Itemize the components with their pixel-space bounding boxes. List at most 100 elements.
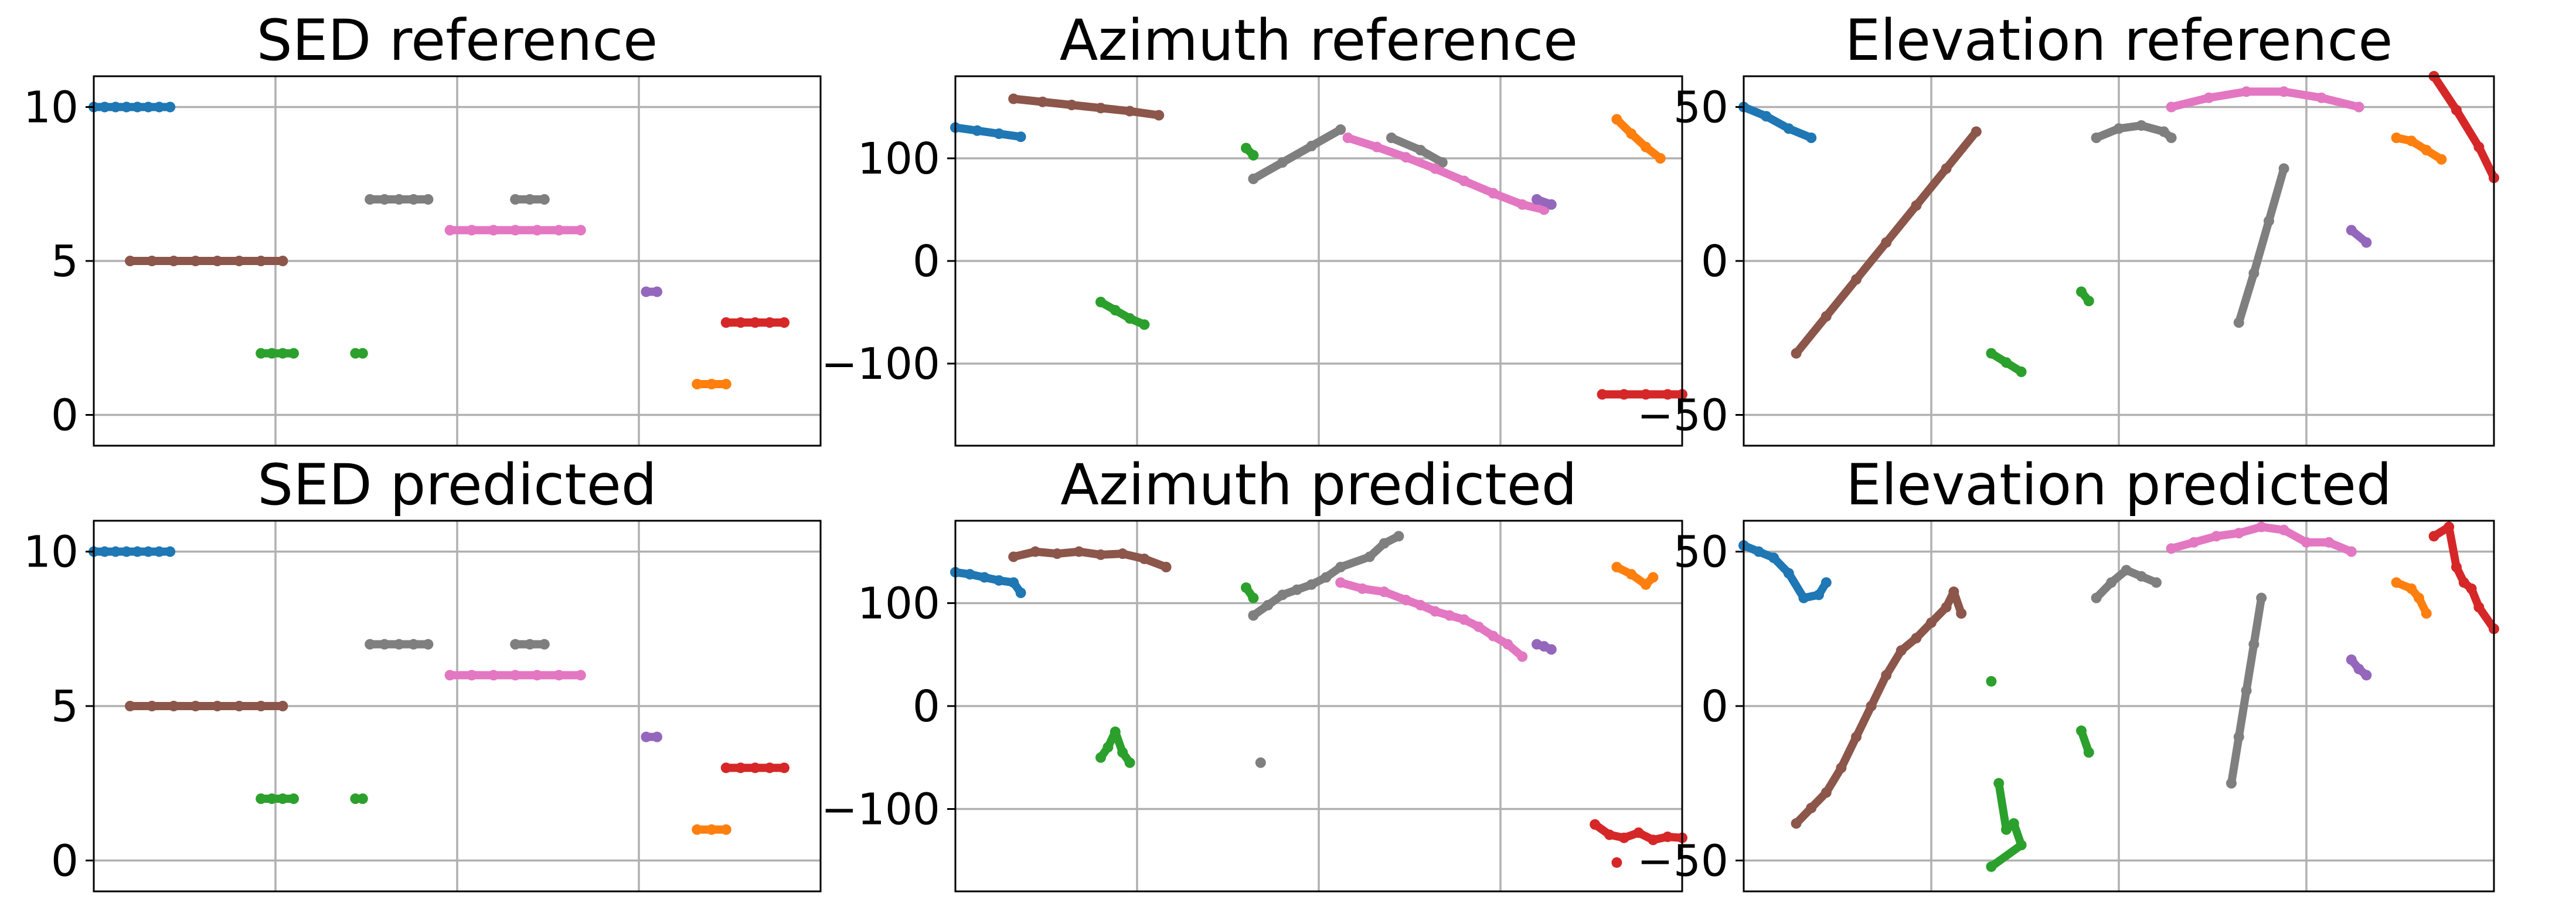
series-segment bbox=[2242, 640, 2258, 695]
data-point bbox=[1611, 857, 1622, 868]
series-segment bbox=[1067, 101, 1105, 113]
series-segment bbox=[995, 130, 1025, 141]
series-green bbox=[1095, 582, 1259, 768]
series-pink bbox=[2166, 521, 2357, 557]
series-segment bbox=[2452, 106, 2483, 151]
series-brown bbox=[1008, 546, 1172, 572]
series-segment bbox=[1942, 127, 1981, 173]
series-segment bbox=[2445, 523, 2461, 571]
series-segment bbox=[1852, 238, 1891, 284]
chart-panel-4: 0 5 10 SED predicted bbox=[23, 452, 822, 893]
series-segment bbox=[2475, 143, 2498, 182]
series-segment bbox=[1140, 554, 1170, 571]
series-segment bbox=[1949, 588, 1966, 618]
series-gray bbox=[365, 639, 550, 650]
series-segment bbox=[1387, 134, 1425, 154]
series-segment bbox=[2325, 538, 2356, 556]
series-segment bbox=[1784, 124, 1816, 142]
series-segment bbox=[1540, 642, 1556, 654]
series-green bbox=[1095, 143, 1259, 330]
series-segment bbox=[2159, 127, 2176, 142]
series-brown bbox=[1008, 93, 1165, 121]
series-segment bbox=[1995, 779, 2010, 834]
series-segment bbox=[1822, 275, 1860, 321]
data-point bbox=[1986, 676, 1997, 687]
series-segment bbox=[2002, 358, 2026, 376]
series-segment bbox=[1867, 671, 1891, 710]
series-segment bbox=[2279, 525, 2310, 547]
series-segment bbox=[1097, 104, 1134, 116]
series-red bbox=[2428, 521, 2499, 635]
series-orange bbox=[1611, 562, 1659, 590]
chart-panel-3: −50 0 50 Elevation reference bbox=[1637, 8, 2499, 447]
series-segment bbox=[1762, 112, 1793, 133]
series-pink bbox=[444, 225, 586, 236]
series-purple bbox=[641, 731, 662, 742]
series-blue bbox=[1738, 101, 1817, 143]
series-segment bbox=[2347, 226, 2371, 247]
series-segment bbox=[1792, 312, 1830, 358]
series-brown bbox=[1791, 586, 1967, 829]
series-green bbox=[256, 793, 368, 804]
series-segment bbox=[1249, 158, 1287, 183]
series-segment bbox=[1518, 200, 1549, 214]
series-purple bbox=[641, 286, 662, 297]
series-pink bbox=[1342, 133, 1550, 215]
series-segment bbox=[2422, 146, 2446, 164]
series-segment bbox=[1489, 189, 1527, 209]
chart-panel-5: −100 0 100 Azimuth predicted bbox=[821, 452, 1687, 893]
chart-title: Elevation reference bbox=[1845, 8, 2393, 73]
y-tick-label: 5 bbox=[51, 681, 79, 732]
series-segment bbox=[1642, 143, 1665, 162]
series-purple bbox=[1532, 194, 1557, 210]
series-purple bbox=[2346, 225, 2372, 248]
series-pink bbox=[1335, 577, 1528, 662]
series-segment bbox=[1852, 702, 1876, 741]
series-segment bbox=[1380, 532, 1403, 548]
y-tick-label: 5 bbox=[51, 236, 79, 287]
series-segment bbox=[2250, 593, 2266, 649]
series-red bbox=[1590, 819, 1687, 868]
series-green bbox=[256, 348, 368, 359]
chart-panel-2: −100 0 100 Azimuth reference bbox=[821, 8, 1687, 447]
series-orange bbox=[2391, 133, 2447, 165]
series-segment bbox=[1663, 832, 1686, 842]
series-segment bbox=[2234, 269, 2258, 327]
y-tick-label: 10 bbox=[23, 83, 79, 133]
series-segment bbox=[1784, 569, 1808, 602]
series-gray bbox=[2091, 565, 2267, 789]
y-tick-label: 0 bbox=[913, 681, 940, 732]
series-green bbox=[1986, 676, 2094, 872]
y-tick-label: −50 bbox=[1637, 391, 1728, 441]
series-segment bbox=[1882, 201, 1921, 247]
series-segment bbox=[2415, 593, 2431, 618]
series-segment bbox=[1009, 578, 1025, 597]
series-segment bbox=[2077, 287, 2093, 306]
series-segment bbox=[2234, 686, 2251, 741]
series-segment bbox=[2317, 93, 2363, 111]
series-segment bbox=[2250, 216, 2273, 277]
series-brown bbox=[125, 701, 288, 711]
series-segment bbox=[1460, 177, 1498, 198]
y-tick-label: 0 bbox=[913, 236, 940, 287]
chart-panel-1: 0 5 10 SED reference bbox=[23, 8, 822, 447]
y-tick-label: 50 bbox=[1673, 527, 1728, 578]
y-tick-label: 100 bbox=[857, 134, 940, 184]
series-blue bbox=[1738, 540, 1832, 603]
series-segment bbox=[1533, 195, 1556, 209]
series-orange bbox=[1611, 114, 1666, 164]
series-segment bbox=[2429, 72, 2461, 114]
y-tick-label: −100 bbox=[821, 339, 940, 389]
series-segment bbox=[2077, 727, 2093, 756]
series-gray bbox=[365, 194, 550, 205]
series-segment bbox=[1373, 143, 1410, 162]
series-segment bbox=[2279, 87, 2326, 102]
series-segment bbox=[2204, 87, 2251, 102]
series-segment bbox=[1416, 146, 1447, 167]
chart-title: SED reference bbox=[257, 8, 658, 73]
series-pink bbox=[444, 670, 586, 681]
series-blue bbox=[89, 546, 176, 557]
series-segment bbox=[1882, 646, 1905, 680]
series-segment bbox=[1336, 552, 1374, 571]
